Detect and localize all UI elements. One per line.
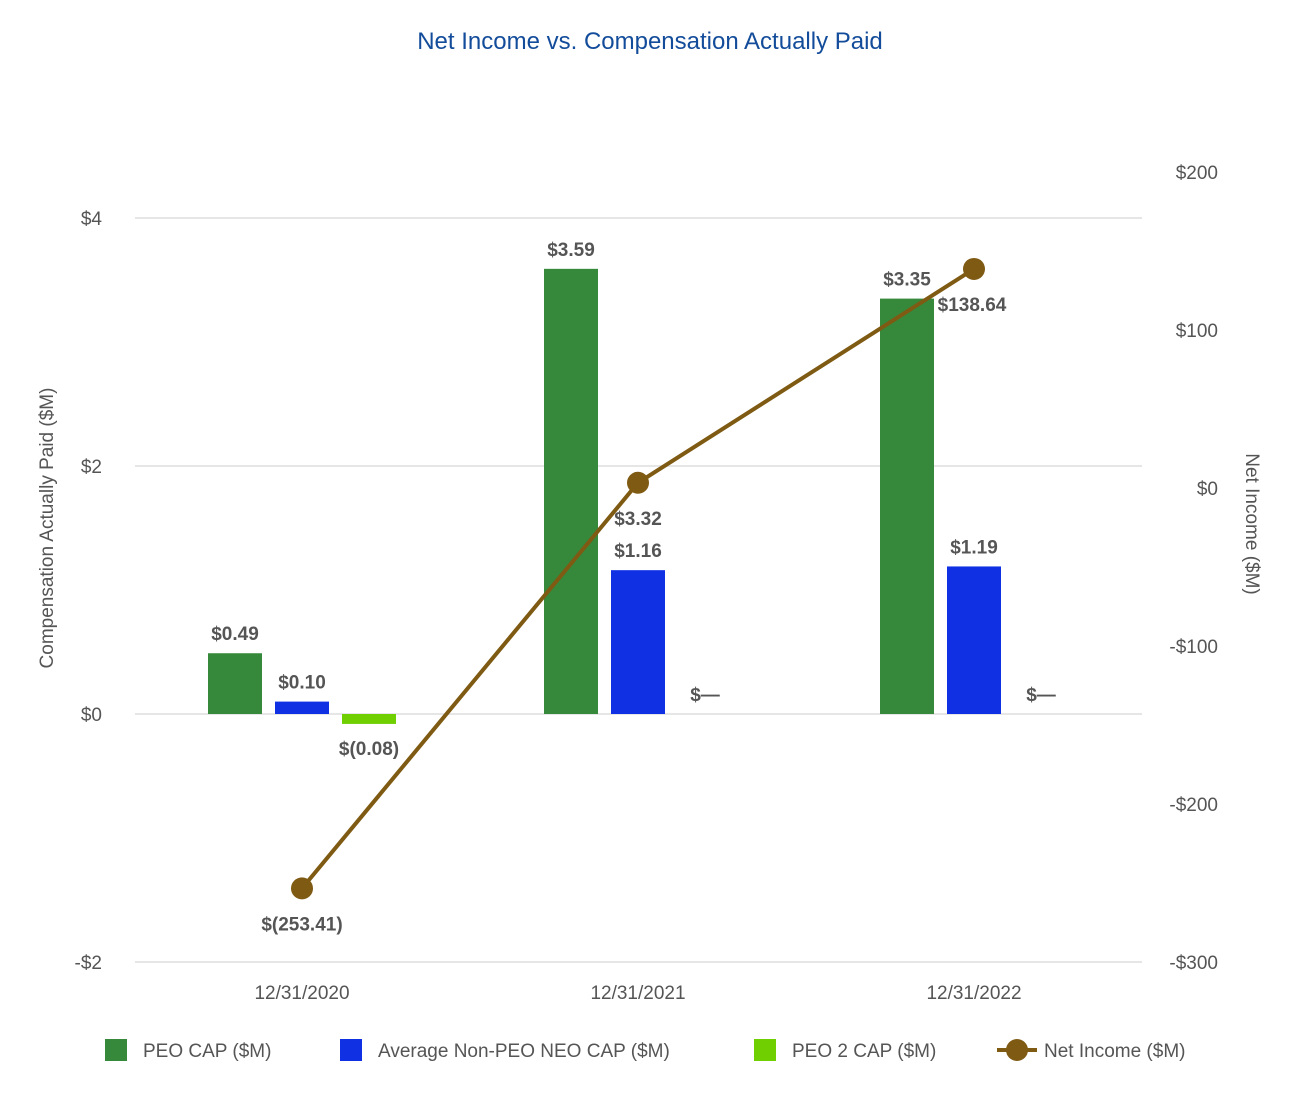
- bar-3-1: [342, 714, 396, 724]
- data-labels: $0.49 $3.59 $3.35 $0.10 $1.16 $1.19 $(0.08) $— $…: [211, 240, 1056, 936]
- bar-1-1: [208, 653, 262, 714]
- net-income-point: [963, 257, 985, 280]
- bar-2-1: [275, 701, 329, 714]
- bar-1-2: [544, 268, 598, 714]
- bars: [208, 268, 1001, 724]
- x-tick-label: 12/31/2022: [926, 983, 1021, 1004]
- right-tick-label: $0: [1197, 479, 1218, 500]
- x-tick-label: 12/31/2021: [590, 983, 685, 1004]
- bar-2-2: [611, 570, 665, 714]
- net-income-point: [291, 877, 313, 900]
- legend-item: Average Non-PEO NEO CAP ($M): [340, 1039, 670, 1062]
- legend: PEO CAP ($M) Average Non-PEO NEO CAP ($M)…: [105, 1039, 1185, 1062]
- legend-item: Net Income ($M): [997, 1039, 1185, 1062]
- legend-label: Average Non-PEO NEO CAP ($M): [378, 1041, 670, 1062]
- net-income-label: $3.32: [614, 509, 662, 530]
- left-tick-label: -$2: [75, 953, 102, 974]
- bar-value-label: $1.19: [950, 537, 998, 558]
- x-axis-ticks: 12/31/2020 12/31/2021 12/31/2022: [254, 983, 1021, 1004]
- left-axis-title: Compensation Actually Paid ($M): [37, 388, 58, 669]
- left-axis-ticks: $4 $2 $0 -$2: [75, 209, 103, 974]
- left-tick-label: $2: [81, 457, 102, 478]
- left-tick-label: $0: [81, 705, 102, 726]
- right-tick-label: $200: [1176, 163, 1218, 184]
- legend-item: PEO CAP ($M): [105, 1039, 271, 1062]
- legend-marker: [1006, 1039, 1028, 1061]
- x-tick-label: 12/31/2020: [254, 983, 349, 1004]
- legend-swatch: [105, 1039, 127, 1061]
- net-income-point: [627, 471, 649, 494]
- bar-value-label: $3.35: [883, 270, 931, 291]
- right-tick-label: -$200: [1169, 795, 1218, 816]
- bar-value-label: $0.10: [278, 673, 326, 694]
- legend-label: Net Income ($M): [1044, 1041, 1185, 1062]
- bar-value-label: $0.49: [211, 624, 259, 645]
- right-tick-label: $100: [1176, 321, 1218, 342]
- bar-2-3: [947, 566, 1001, 714]
- net-income-label: $(253.41): [261, 914, 342, 935]
- net-income-line: [291, 257, 985, 900]
- left-tick-label: $4: [81, 209, 103, 230]
- bar-value-label: $1.16: [614, 541, 662, 562]
- legend-swatch: [754, 1039, 776, 1061]
- net-income-label: $138.64: [938, 295, 1007, 316]
- right-tick-label: -$300: [1169, 953, 1218, 974]
- bar-value-label: $—: [1026, 685, 1056, 706]
- bar-value-label: $3.59: [547, 240, 595, 261]
- bar-value-label: $—: [690, 685, 720, 706]
- chart-title: Net Income vs. Compensation Actually Pai…: [417, 28, 883, 55]
- legend-label: PEO 2 CAP ($M): [792, 1041, 936, 1062]
- bar-value-label: $(0.08): [339, 739, 399, 760]
- right-axis-ticks: $200 $100 $0 -$100 -$200 -$300: [1169, 163, 1218, 974]
- right-axis-title: Net Income ($M): [1241, 453, 1262, 594]
- bar-1-3: [880, 298, 934, 714]
- legend-item: PEO 2 CAP ($M): [754, 1039, 936, 1062]
- legend-swatch: [340, 1039, 362, 1061]
- legend-label: PEO CAP ($M): [143, 1041, 271, 1062]
- right-tick-label: -$100: [1169, 637, 1218, 658]
